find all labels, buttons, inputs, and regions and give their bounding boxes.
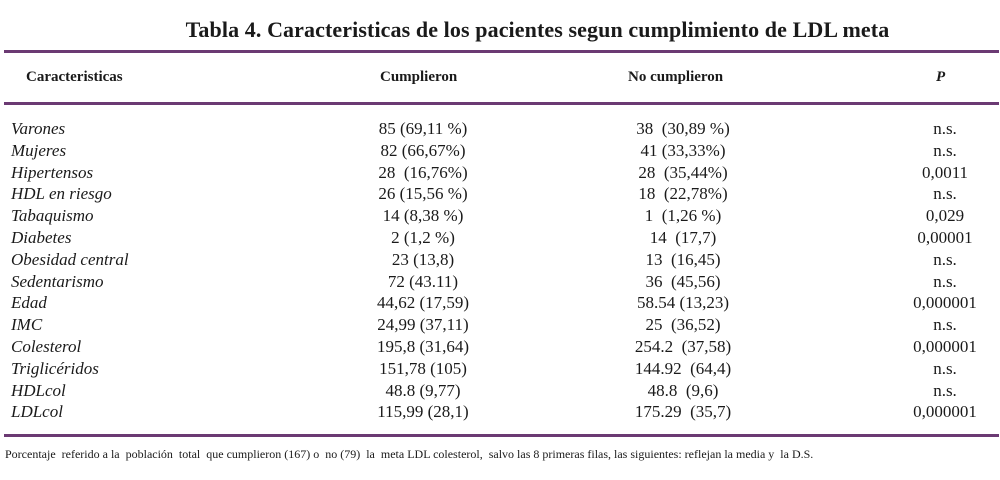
- p-value-cell: n.s.: [933, 119, 957, 138]
- cumplieron-cell: 28 (16,76%): [378, 162, 468, 182]
- no-cumplieron-cell: 41 (33,33%): [640, 140, 726, 160]
- no-cumplieron-cell: 14 (17,7): [649, 228, 717, 247]
- p-value-cell: n.s.: [933, 249, 957, 269]
- p-value-cell: n.s.: [933, 140, 957, 160]
- p-value-cell: n.s.: [933, 358, 957, 378]
- table-row: Varones 85 (69,11 %) 38 (30,89 %) n.s.: [0, 119, 1000, 141]
- p-value-cell: n.s.: [933, 380, 957, 400]
- p-value-cell: 0,000001: [913, 337, 977, 356]
- header-caracteristicas: Caracteristicas: [26, 69, 123, 85]
- p-value-cell: 0,0011: [921, 162, 969, 182]
- row-label: Edad: [11, 293, 47, 313]
- no-cumplieron-cell: 58.54 (13,23): [636, 293, 730, 313]
- table-row: HDLcol 48.8 (9,77) 48.8 (9,6) n.s.: [0, 381, 1000, 403]
- table-row: Diabetes 2 (1,2 %) 14 (17,7) 0,00001: [0, 228, 1000, 250]
- table-row: Edad 44,62 (17,59) 58.54 (13,23) 0,000001: [0, 293, 1000, 315]
- table-row: LDLcol 115,99 (28,1) 175.29 (35,7) 0,000001: [0, 402, 1000, 424]
- header-p: P: [936, 69, 946, 85]
- row-label: Diabetes: [11, 228, 72, 247]
- row-label: HDL en riesgo: [11, 184, 112, 204]
- no-cumplieron-cell: 254.2 (37,58): [634, 337, 732, 356]
- cumplieron-cell: 151,78 (105): [379, 358, 467, 378]
- table-row: Triglicéridos 151,78 (105) 144.92 (64,4) n.…: [0, 359, 1000, 381]
- table-row: HDL en riesgo 26 (15,56 %) 18 (22,78%) n.s.: [0, 184, 1000, 206]
- row-label: Triglicéridos: [11, 358, 99, 378]
- no-cumplieron-cell: 48.8 (9,6): [647, 380, 719, 400]
- row-label: LDLcol: [11, 402, 63, 422]
- cumplieron-cell: 115,99 (28,1): [377, 402, 469, 422]
- cumplieron-cell: 195,8 (31,64): [376, 337, 470, 356]
- row-label: Mujeres: [11, 140, 67, 160]
- row-label: Sedentarismo: [11, 271, 104, 291]
- cumplieron-cell: 26 (15,56 %): [378, 184, 468, 204]
- row-label: Colesterol: [11, 337, 82, 356]
- table-row: Obesidad central 23 (13,8) 13 (16,45) n.s.: [0, 250, 1000, 272]
- no-cumplieron-cell: 1 (1,26 %): [644, 206, 722, 226]
- no-cumplieron-cell: 38 (30,89 %): [636, 119, 730, 138]
- header-rule: [4, 102, 999, 105]
- p-value-cell: 0,029: [925, 206, 965, 226]
- row-label: Obesidad central: [11, 249, 129, 269]
- cumplieron-cell: 44,62 (17,59): [376, 293, 470, 313]
- p-value-cell: 0,000001: [913, 293, 977, 313]
- footnote: Porcentaje referido a la población total…: [5, 447, 814, 461]
- no-cumplieron-cell: 36 (45,56): [645, 271, 721, 291]
- top-rule: [4, 50, 999, 53]
- cumplieron-cell: 82 (66,67%): [380, 140, 466, 160]
- row-label: Varones: [11, 119, 66, 138]
- row-label: Hipertensos: [11, 162, 94, 182]
- row-label: IMC: [11, 315, 43, 335]
- no-cumplieron-cell: 28 (35,44%): [638, 162, 728, 182]
- header-no-cumplieron: No cumplieron: [628, 69, 724, 85]
- table-row: Sedentarismo 72 (43.11) 36 (45,56) n.s.: [0, 272, 1000, 294]
- no-cumplieron-cell: 175.29 (35,7): [634, 402, 732, 422]
- cumplieron-cell: 24,99 (37,11): [377, 315, 469, 335]
- cumplieron-cell: 2 (1,2 %): [391, 228, 455, 247]
- cumplieron-cell: 23 (13,8): [391, 249, 455, 269]
- p-value-cell: n.s.: [933, 184, 957, 204]
- table-row: Hipertensos 28 (16,76%) 28 (35,44%) 0,0011: [0, 163, 1000, 185]
- row-label: HDLcol: [11, 380, 66, 400]
- table-row: Mujeres 82 (66,67%) 41 (33,33%) n.s.: [0, 141, 1000, 163]
- no-cumplieron-cell: 13 (16,45): [645, 249, 721, 269]
- cumplieron-cell: 85 (69,11 %): [378, 119, 468, 138]
- no-cumplieron-cell: 18 (22,78%): [638, 184, 728, 204]
- cumplieron-cell: 14 (8,38 %): [382, 206, 464, 226]
- table-row: Tabaquismo 14 (8,38 %) 1 (1,26 %) 0,029: [0, 206, 1000, 228]
- p-value-cell: n.s.: [933, 271, 957, 291]
- no-cumplieron-cell: 25 (36,52): [645, 315, 721, 335]
- p-value-cell: 0,000001: [913, 402, 977, 422]
- p-value-cell: 0,00001: [917, 228, 973, 247]
- no-cumplieron-cell: 144.92 (64,4): [634, 358, 732, 378]
- table-row: IMC 24,99 (37,11) 25 (36,52) n.s.: [0, 315, 1000, 337]
- cumplieron-cell: 72 (43.11): [387, 271, 459, 291]
- table-row: Colesterol 195,8 (31,64) 254.2 (37,58) 0,00…: [0, 337, 1000, 359]
- header-cumplieron: Cumplieron: [380, 69, 458, 85]
- p-value-cell: n.s.: [933, 315, 957, 335]
- bottom-rule: [4, 434, 999, 437]
- cumplieron-cell: 48.8 (9,77): [385, 380, 461, 400]
- row-label: Tabaquismo: [11, 206, 94, 226]
- table-title: Tabla 4. Caracteristicas de los paciente…: [185, 17, 890, 42]
